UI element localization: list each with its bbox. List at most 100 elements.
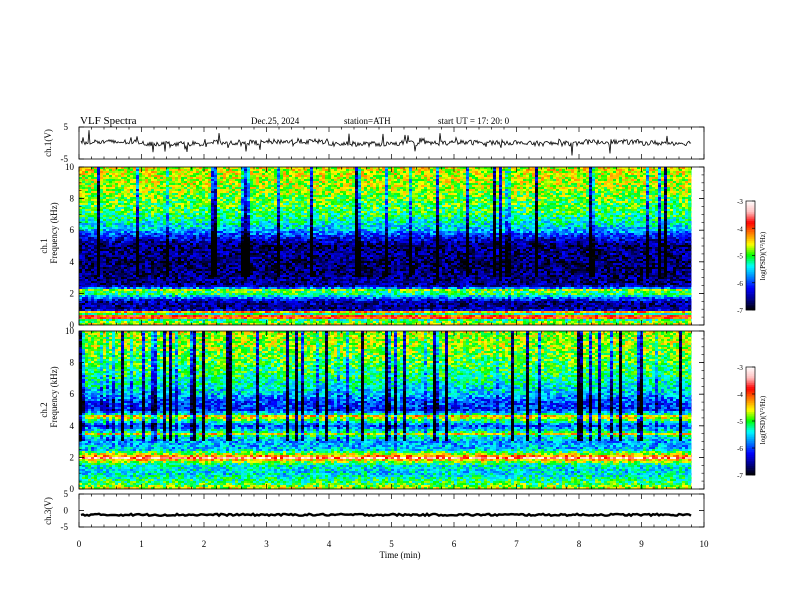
spectrogram-cell [478,179,481,181]
spectrogram-cell [313,183,316,185]
spectrogram-cell [499,177,502,179]
spectrogram-cell [682,193,685,195]
spectrogram-cell [427,185,430,187]
spectrogram-cell [154,187,157,189]
spectrogram-cell [172,189,175,191]
spectrogram-cell [364,173,367,175]
spectrogram-cell [220,191,223,193]
spectrogram-cell [142,189,145,191]
spectrogram-cell [484,193,487,195]
spectrogram-cell [127,189,130,191]
spectrogram-cell [457,169,460,171]
spectrogram-cell [508,189,511,191]
spectrogram-cell [163,181,166,183]
spectrogram-cell [139,181,142,183]
spectrogram-cell [331,173,334,175]
spectrogram-cell [112,171,115,173]
spectrogram-cell [463,175,466,177]
spectrogram-cell [196,173,199,175]
spectrogram-cell [280,195,283,197]
spectrogram-cell [577,187,580,189]
spectrogram-cell [469,191,472,193]
spectrogram-cell [226,175,229,177]
spectrogram-cell [580,195,583,197]
spectrogram-cell [649,185,652,187]
spectrogram-cell [484,181,487,183]
spectrogram-cell [181,171,184,173]
spectrogram-cell [109,177,112,179]
spectrogram-cell [376,177,379,179]
spectrogram-cell [307,191,310,193]
spectrogram-cell [334,185,337,187]
spectrogram-cell [676,179,679,181]
spectrogram-cell [208,189,211,191]
spectrogram-cell [247,189,250,191]
spectrogram-cell [592,183,595,185]
spectrogram-cell [454,195,457,197]
spectrogram-cell [421,173,424,175]
spectrogram-cell [379,171,382,173]
spectrogram-cell [577,169,580,171]
spectrogram-cell [619,189,622,191]
spectrogram-cell [439,193,442,195]
spectrogram-cell [421,193,424,195]
spectrogram-cell [580,177,583,179]
spectrogram-cell [436,187,439,189]
spectrogram-cell [295,181,298,183]
spectrogram-cell [364,181,367,183]
spectrogram-cell [376,179,379,181]
spectrogram-cell [247,171,250,173]
spectrogram-cell [178,171,181,173]
spectrogram-cell [160,193,163,195]
spectrogram-cell [475,179,478,181]
spectrogram-cell [163,171,166,173]
spectrogram-cell [121,177,124,179]
spectrogram-cell [394,185,397,187]
spectrogram-cell [601,185,604,187]
spectrogram-cell [118,193,121,195]
spectrogram-cell [196,181,199,183]
spectrogram-cell [151,187,154,189]
spectrogram-cell [652,181,655,183]
spectrogram-cell [196,175,199,177]
spectrogram-cell [349,171,352,173]
spectrogram-cell [409,187,412,189]
spectrogram-cell [262,173,265,175]
spectrogram-cell [535,177,538,179]
spectrogram-cell [151,175,154,177]
spectrogram-cell [664,177,667,179]
spectrogram-cell [262,189,265,191]
spectrogram-cell [103,171,106,173]
spectrogram-cell [307,195,310,197]
spectrogram-cell [454,189,457,191]
spectrogram-cell [253,181,256,183]
spectrogram-cell [676,189,679,191]
spectrogram-cell [652,175,655,177]
spectrogram-cell [619,175,622,177]
spectrogram-cell [124,191,127,193]
spectrogram-cell [649,191,652,193]
spectrogram-cell [103,197,106,199]
spectrogram-cell [133,179,136,181]
spectrogram-cell [370,173,373,175]
spectrogram-cell [220,177,223,179]
spectrogram-cell [322,171,325,173]
spectrogram-cell [247,177,250,179]
spectrogram-cell [103,177,106,179]
spectrogram-cell [139,193,142,195]
spectrogram-cell [247,191,250,193]
spectrogram-cell [226,171,229,173]
spectrogram-cell [544,183,547,185]
spectrogram-cell [439,171,442,173]
spectrogram-cell [310,187,313,189]
spectrogram-cell [439,183,442,185]
spectrogram-cell [499,181,502,183]
spectrogram-cell [88,173,91,175]
spectrogram-cell [235,179,238,181]
spectrogram-cell [619,179,622,181]
spectrogram-cell [94,179,97,181]
spectrogram-cell [664,173,667,175]
spectrogram-cell [403,179,406,181]
spectrogram-cell [166,193,169,195]
